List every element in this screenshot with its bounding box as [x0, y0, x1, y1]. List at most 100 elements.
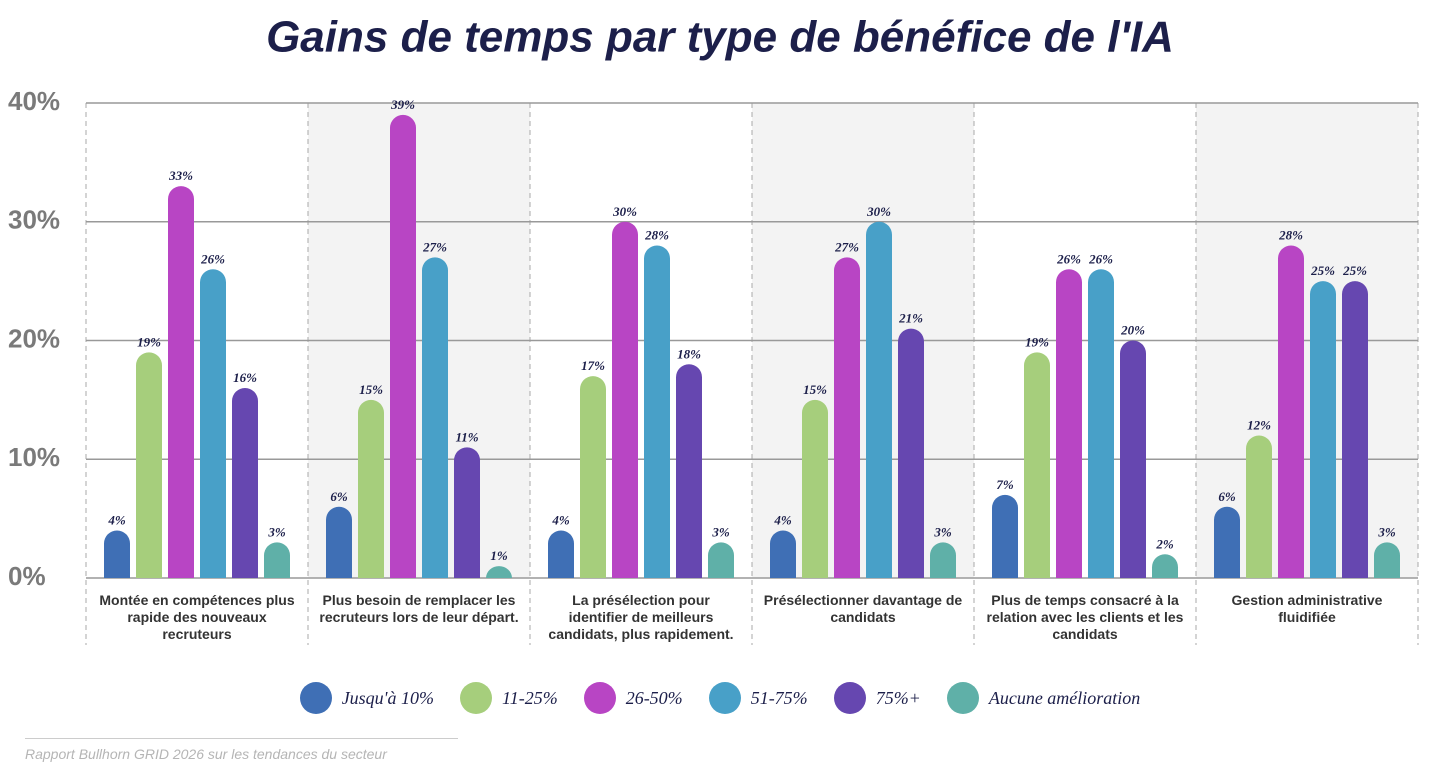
- legend-label: 51-75%: [750, 687, 808, 708]
- data-label: 33%: [168, 168, 193, 183]
- legend-item: Jusqu'à 10%: [299, 682, 435, 714]
- legend-item: 11-25%: [460, 682, 558, 714]
- data-label: 4%: [551, 513, 570, 528]
- bar: [1120, 340, 1146, 578]
- data-label: 15%: [803, 382, 827, 397]
- y-tick-label: 0%: [8, 561, 46, 591]
- bar: [1056, 269, 1082, 578]
- bar: [992, 494, 1018, 578]
- bar: [1152, 554, 1178, 578]
- x-tick-label: Présélectionner davantage de candidats: [763, 592, 963, 625]
- bar: [770, 530, 796, 578]
- data-label: 1%: [490, 548, 508, 563]
- data-label: 3%: [711, 524, 730, 539]
- data-label: 19%: [1025, 334, 1049, 349]
- bar: [1310, 281, 1336, 578]
- data-label: 19%: [137, 334, 161, 349]
- bar: [264, 542, 290, 578]
- bar: [200, 269, 226, 578]
- x-tick-label: Plus besoin de remplacer les recruteurs …: [319, 592, 519, 625]
- legend-swatch: [583, 682, 616, 714]
- data-label: 30%: [866, 204, 891, 219]
- bar: [1342, 281, 1368, 578]
- bar: [326, 506, 352, 578]
- bar: [866, 221, 892, 579]
- data-label: 4%: [107, 513, 126, 528]
- bar: [1024, 352, 1050, 578]
- x-tick-label: La présélection pour identifier de meill…: [548, 592, 734, 642]
- data-label: 17%: [581, 358, 605, 373]
- data-label: 3%: [267, 524, 286, 539]
- bar: [1214, 506, 1240, 578]
- legend-label: 75%+: [875, 687, 921, 708]
- legend-item: 75%+: [833, 682, 921, 714]
- data-label: 7%: [996, 477, 1014, 492]
- bar: [834, 257, 860, 578]
- y-tick-label: 20%: [8, 323, 60, 353]
- y-tick-label: 30%: [8, 205, 60, 235]
- bar: [612, 221, 638, 579]
- bar: [358, 399, 384, 578]
- bar: [644, 245, 670, 579]
- bar: [1246, 435, 1272, 578]
- data-label: 26%: [1056, 251, 1081, 266]
- data-label: 28%: [1278, 228, 1303, 243]
- data-label: 15%: [359, 382, 383, 397]
- data-label: 39%: [390, 97, 415, 112]
- data-label: 6%: [1218, 489, 1236, 504]
- chart-title: Gains de temps par type de bénéfice de l…: [266, 13, 1174, 62]
- legend-item: Aucune amélioration: [946, 682, 1141, 714]
- data-label: 18%: [677, 346, 701, 361]
- bar: [1278, 245, 1304, 579]
- bar: [548, 530, 574, 578]
- bar: [708, 542, 734, 578]
- data-label: 4%: [773, 513, 792, 528]
- data-label: 20%: [1120, 323, 1145, 338]
- y-tick-label: 10%: [8, 442, 60, 472]
- x-tick-label: Plus de temps consacré à la relation ave…: [986, 592, 1184, 642]
- bar: [104, 530, 130, 578]
- data-label: 2%: [1155, 536, 1174, 551]
- bar: [390, 114, 416, 579]
- legend-swatch: [833, 682, 866, 714]
- source: Rapport Bullhorn GRID 2026 sur les tenda…: [25, 746, 387, 762]
- data-label: 26%: [1088, 251, 1113, 266]
- bar: [168, 186, 194, 579]
- data-label: 3%: [933, 524, 952, 539]
- data-label: 6%: [330, 489, 348, 504]
- data-label: 11%: [455, 429, 478, 444]
- bar: [676, 364, 702, 578]
- legend-item: 26-50%: [583, 682, 683, 714]
- data-label: 27%: [422, 239, 447, 254]
- data-label: 30%: [612, 204, 637, 219]
- bar: [232, 388, 258, 578]
- bar: [1374, 542, 1400, 578]
- bar: [1088, 269, 1114, 578]
- legend-label: Aucune amélioration: [988, 687, 1141, 708]
- x-tick-label: Montée en compétences plus rapide des no…: [99, 592, 295, 642]
- legend-swatch: [708, 682, 741, 714]
- legend-swatch: [299, 682, 332, 714]
- data-label: 27%: [834, 239, 859, 254]
- legend: Jusqu'à 10% 11-25% 26-50% 51-75% 75%+ Aucune …: [0, 682, 1440, 714]
- data-label: 26%: [200, 251, 225, 266]
- data-label: 28%: [644, 228, 669, 243]
- data-label: 21%: [898, 311, 923, 326]
- data-label: 25%: [1342, 263, 1367, 278]
- legend-swatch: [946, 682, 979, 714]
- legend-swatch: [460, 682, 493, 714]
- bar: [136, 352, 162, 578]
- y-tick-label: 40%: [8, 86, 60, 116]
- data-label: 16%: [233, 370, 257, 385]
- bar: [422, 257, 448, 578]
- legend-item: 51-75%: [708, 682, 808, 714]
- bar: [930, 542, 956, 578]
- bar: [580, 376, 606, 578]
- x-tick-label: Gestion administrative fluidifiée: [1231, 592, 1383, 625]
- legend-label: 11-25%: [502, 687, 558, 708]
- bar: [486, 566, 512, 578]
- legend-label: Jusqu'à 10%: [341, 687, 435, 708]
- footer-rule: [25, 738, 458, 739]
